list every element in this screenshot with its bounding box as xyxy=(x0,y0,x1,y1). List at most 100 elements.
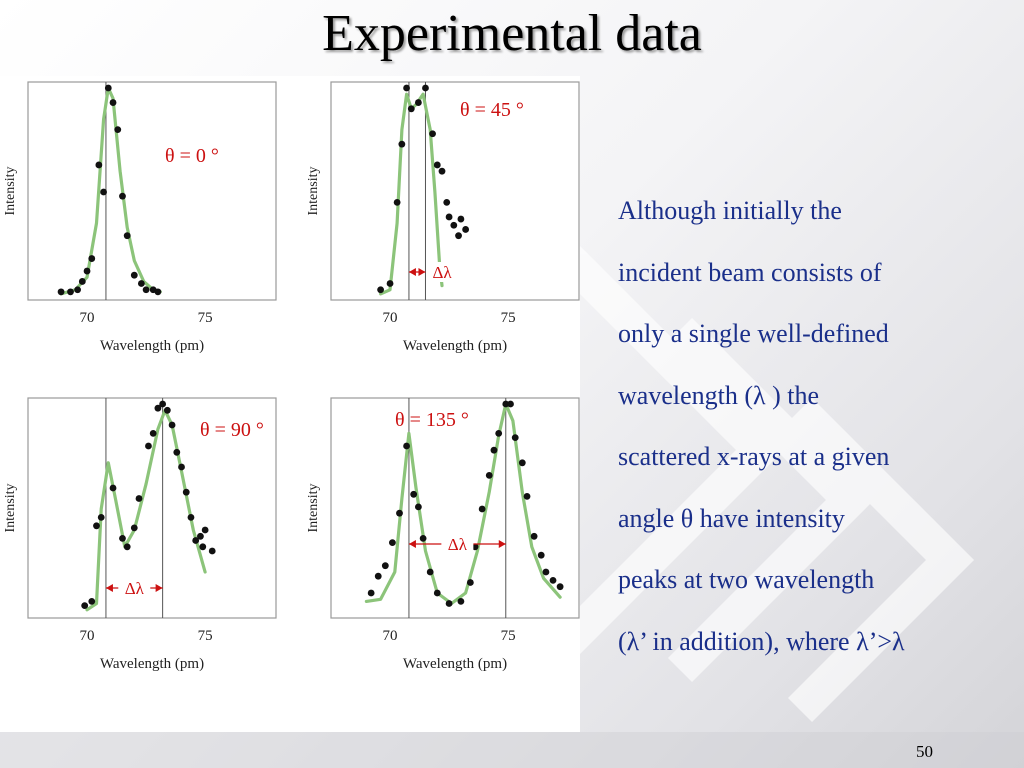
arrowhead-left xyxy=(105,584,113,592)
data-point xyxy=(142,286,150,294)
x-tick-label: 70 xyxy=(80,310,95,326)
data-point xyxy=(57,288,65,296)
data-point xyxy=(490,446,498,454)
angle-label: θ = 45 ° xyxy=(460,99,524,121)
data-point xyxy=(74,286,81,294)
data-point xyxy=(419,535,427,542)
angle-label: θ = 90 ° xyxy=(200,419,264,441)
plot-frame xyxy=(330,81,580,301)
data-point xyxy=(485,472,493,479)
figure-panel: 70 75 Wavelength (pm) Intensity θ = 0 ° 70 75 W… xyxy=(0,76,580,732)
data-point xyxy=(163,406,171,414)
data-point xyxy=(471,543,479,551)
data-point xyxy=(81,602,89,609)
fit-curve xyxy=(59,86,162,296)
delta-label-bg xyxy=(429,262,462,282)
data-point xyxy=(396,509,403,517)
data-point xyxy=(187,514,195,521)
plot-frame xyxy=(330,397,580,619)
data-point xyxy=(537,551,545,559)
x-axis-label: Wavelength (pm) xyxy=(100,338,204,354)
data-point xyxy=(377,286,384,294)
data-point xyxy=(393,199,401,206)
data-point xyxy=(95,161,103,169)
fit-curve xyxy=(85,408,207,612)
data-point xyxy=(88,598,96,605)
data-point xyxy=(173,448,181,456)
x-tick-label: 75 xyxy=(198,310,213,326)
data-point xyxy=(530,532,538,540)
data-point xyxy=(374,572,382,580)
delta-lambda-label: Δλ xyxy=(448,535,468,554)
data-point xyxy=(159,400,167,408)
y-axis-label: Intensity xyxy=(306,167,321,216)
data-point xyxy=(403,442,410,450)
data-point xyxy=(478,505,486,513)
x-tick-label: 75 xyxy=(198,628,213,644)
data-point xyxy=(457,598,465,605)
data-point xyxy=(130,271,138,279)
data-point xyxy=(197,532,204,540)
data-point xyxy=(450,221,458,229)
data-point xyxy=(135,495,143,502)
data-point xyxy=(407,105,415,113)
data-point xyxy=(119,192,126,200)
data-point xyxy=(495,430,503,437)
data-point xyxy=(137,280,145,287)
slide-title: Experimental data xyxy=(322,5,702,62)
plot-frame xyxy=(27,81,277,301)
paragraph-line: incident beam consists of xyxy=(618,257,882,287)
data-point xyxy=(199,543,207,551)
x-tick-label: 70 xyxy=(383,310,398,326)
data-point xyxy=(201,526,209,534)
arrowhead-right xyxy=(418,268,426,276)
x-tick-label: 70 xyxy=(80,628,95,644)
data-point xyxy=(67,288,74,296)
data-point xyxy=(114,126,122,133)
data-point xyxy=(457,215,465,223)
data-point xyxy=(389,539,396,546)
x-axis-label: Wavelength (pm) xyxy=(403,656,507,672)
data-point xyxy=(109,99,117,106)
data-point xyxy=(381,562,389,570)
delta-lambda-label: Δλ xyxy=(125,579,145,598)
data-point xyxy=(97,514,105,521)
data-point xyxy=(443,199,451,206)
data-point xyxy=(507,400,514,408)
plot-frame xyxy=(27,397,277,619)
data-point xyxy=(445,213,453,221)
data-point xyxy=(542,568,550,576)
data-point xyxy=(104,84,112,92)
arrowhead-left xyxy=(408,540,416,548)
data-point xyxy=(398,140,406,148)
data-point xyxy=(549,577,557,584)
paragraph-line: Although initially the xyxy=(618,196,842,225)
data-point xyxy=(410,490,418,498)
data-point xyxy=(192,537,200,544)
x-tick-label: 75 xyxy=(501,310,516,326)
data-point xyxy=(386,280,394,287)
data-point xyxy=(445,600,453,607)
data-point xyxy=(154,288,162,296)
arrowhead-right xyxy=(498,540,506,548)
angle-label: θ = 135 ° xyxy=(395,409,469,431)
data-point xyxy=(130,524,138,532)
paragraph-line: angle θ have intensity xyxy=(618,503,845,533)
data-point xyxy=(422,84,429,92)
data-point xyxy=(502,400,510,408)
compton-scattering-charts: 70 75 Wavelength (pm) Intensity θ = 0 ° 70 75 W… xyxy=(3,81,580,672)
data-point xyxy=(182,488,190,496)
data-point xyxy=(438,167,446,175)
data-point xyxy=(518,459,526,467)
data-point xyxy=(414,99,422,106)
explanation-paragraph: Although initially the incident beam con… xyxy=(618,180,1008,672)
data-point xyxy=(414,503,422,511)
data-point xyxy=(88,255,96,262)
data-point xyxy=(145,442,152,450)
x-tick-label: 75 xyxy=(501,628,516,644)
fit-curve xyxy=(364,402,562,606)
angle-label: θ = 0 ° xyxy=(165,145,219,167)
data-point xyxy=(100,188,107,196)
x-axis-label: Wavelength (pm) xyxy=(403,338,507,354)
